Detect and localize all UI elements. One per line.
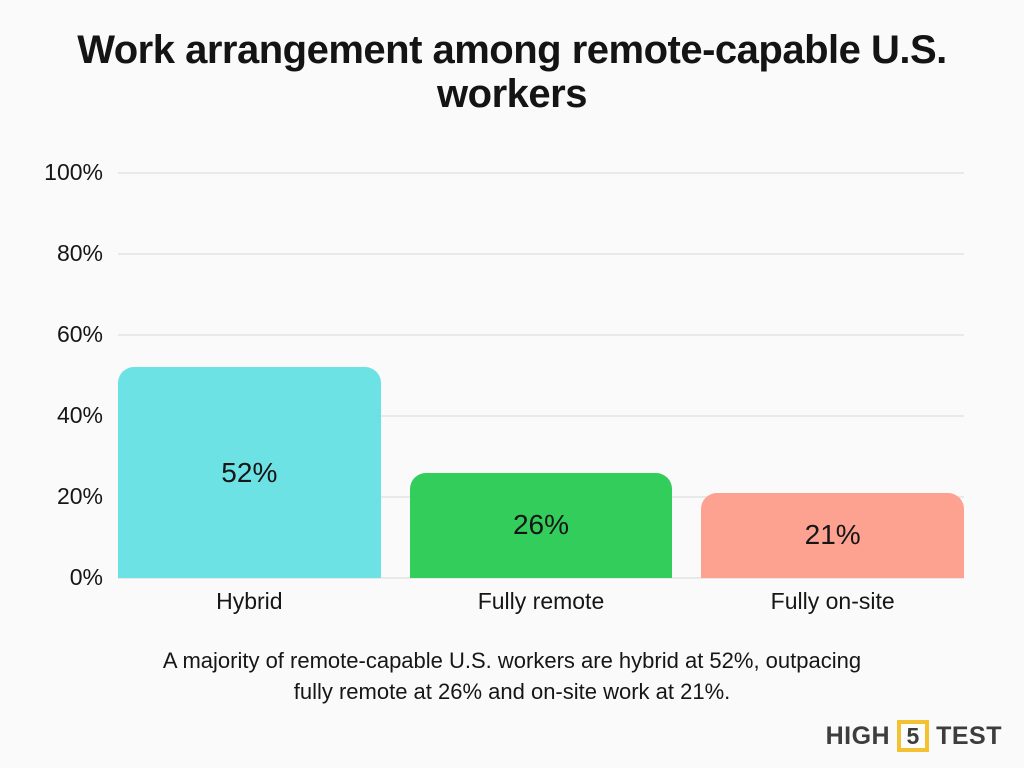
y-axis-tick-label: 100% [44, 159, 103, 185]
chart-title: Work arrangement among remote-capable U.… [0, 28, 1024, 116]
bar-value-label-fully-on-site: 21% [804, 519, 861, 551]
high5test-logo: HIGH 5 TEST [826, 720, 1002, 752]
gridline-80 [118, 253, 964, 255]
y-axis-tick-label: 40% [56, 402, 103, 428]
logo-text-test: TEST [936, 721, 1002, 750]
bar-hybrid[interactable] [118, 367, 381, 578]
x-axis-label-hybrid: Hybrid [216, 588, 283, 614]
gridline-0 [118, 577, 964, 579]
gridline-60 [118, 334, 964, 336]
chart-caption-line-2: fully remote at 26% and on-site work at … [293, 679, 731, 704]
chart-title-line-2: workers [437, 72, 587, 116]
x-axis-label-fully-remote: Fully remote [477, 588, 605, 614]
x-axis-label-fully-on-site: Fully on-site [770, 588, 895, 614]
gridline-40 [118, 415, 964, 417]
bar-fully-on-site[interactable] [701, 492, 964, 578]
bar-value-label-fully-remote: 26% [512, 509, 569, 541]
y-axis-tick-label: 60% [56, 321, 103, 347]
y-axis-tick-label: 0% [69, 564, 103, 590]
y-axis-tick-label: 20% [56, 483, 103, 509]
bar-value-label-hybrid: 52% [221, 456, 278, 488]
chart-caption: A majority of remote-capable U.S. worker… [0, 645, 1024, 707]
bar-fully-remote[interactable] [409, 472, 673, 578]
gridline-100 [118, 172, 964, 174]
logo-text-high: HIGH [825, 721, 891, 750]
y-axis-tick-label: 80% [56, 240, 103, 266]
logo-boxed-5-icon: 5 [897, 720, 930, 752]
chart-title-line-1: Work arrangement among remote-capable U.… [77, 28, 947, 72]
chart-caption-line-1: A majority of remote-capable U.S. worker… [162, 648, 862, 673]
